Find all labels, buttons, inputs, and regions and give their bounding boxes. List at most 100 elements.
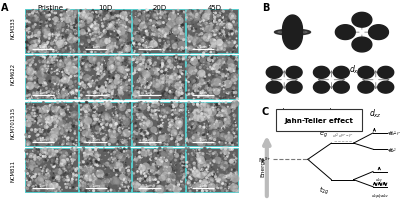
Point	[59, 188, 65, 191]
Point	[169, 175, 175, 178]
Point	[118, 139, 124, 142]
Point	[205, 38, 212, 41]
Point	[179, 29, 186, 32]
Point	[227, 28, 234, 31]
Point	[51, 32, 58, 35]
Point	[58, 84, 65, 87]
Point	[96, 79, 103, 82]
Point	[140, 85, 146, 89]
Point	[230, 125, 236, 129]
Point	[209, 45, 216, 49]
Point	[147, 59, 153, 63]
Point	[162, 42, 169, 46]
Point	[200, 115, 207, 119]
Point	[192, 128, 198, 132]
Point	[224, 57, 230, 60]
Point	[114, 20, 120, 23]
Point	[82, 25, 88, 28]
Point	[53, 190, 59, 193]
Point	[50, 92, 57, 95]
Point	[145, 149, 152, 152]
Point	[106, 103, 113, 107]
Point	[136, 33, 142, 36]
Point	[78, 18, 84, 21]
Point	[210, 189, 217, 192]
Point	[134, 72, 140, 75]
Point	[117, 46, 124, 49]
Point	[213, 188, 220, 192]
Point	[101, 162, 107, 166]
Point	[185, 105, 191, 109]
Point	[29, 58, 35, 61]
Point	[188, 177, 194, 181]
Point	[100, 103, 107, 106]
Point	[52, 34, 58, 38]
Point	[132, 39, 138, 42]
Point	[228, 122, 235, 125]
Point	[152, 144, 158, 147]
Point	[58, 41, 65, 44]
Point	[159, 188, 165, 192]
Point	[231, 76, 238, 79]
Point	[233, 45, 239, 48]
Point	[171, 136, 177, 139]
Point	[148, 33, 155, 37]
Point	[94, 94, 100, 97]
Point	[67, 68, 73, 72]
Point	[222, 64, 228, 67]
Point	[202, 164, 208, 167]
Point	[160, 111, 167, 114]
Point	[67, 62, 73, 65]
Point	[106, 80, 112, 83]
Point	[90, 78, 96, 81]
Point	[224, 69, 230, 72]
Point	[64, 51, 70, 55]
Point	[57, 171, 63, 174]
Point	[59, 20, 65, 23]
Point	[229, 40, 236, 43]
Point	[146, 132, 153, 135]
Point	[181, 150, 187, 153]
Point	[23, 122, 29, 125]
Point	[224, 125, 230, 128]
Point	[116, 176, 122, 179]
Point	[66, 142, 72, 145]
Point	[54, 69, 60, 72]
Point	[196, 160, 203, 163]
Point	[156, 187, 163, 190]
Point	[109, 31, 115, 34]
Point	[124, 189, 130, 192]
Point	[164, 66, 170, 69]
Point	[191, 67, 198, 70]
Point	[207, 155, 214, 158]
Point	[131, 57, 138, 60]
Point	[81, 167, 88, 170]
Point	[180, 71, 187, 74]
Point	[231, 50, 237, 53]
Point	[188, 13, 194, 17]
Point	[35, 43, 42, 47]
Point	[80, 23, 86, 26]
Point	[95, 93, 102, 96]
Point	[186, 20, 192, 23]
Point	[170, 126, 176, 130]
Point	[39, 172, 45, 176]
Point	[79, 21, 85, 24]
Point	[48, 40, 55, 43]
Point	[216, 95, 223, 98]
Point	[74, 150, 80, 153]
Point	[74, 125, 80, 129]
Point	[227, 25, 234, 28]
Point	[214, 169, 221, 172]
Point	[176, 48, 182, 51]
Point	[207, 34, 214, 38]
Point	[209, 163, 216, 167]
Point	[98, 174, 105, 177]
Point	[69, 137, 75, 140]
Point	[155, 188, 161, 191]
Point	[135, 109, 142, 112]
Point	[152, 26, 158, 29]
Point	[190, 85, 197, 89]
Point	[70, 59, 76, 62]
Point	[180, 14, 187, 18]
